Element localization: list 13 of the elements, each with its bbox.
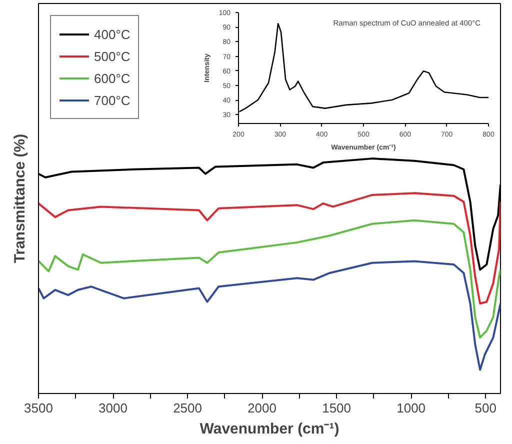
legend-label: 400°C [94, 26, 130, 42]
legend-label: 600°C [94, 70, 130, 86]
x-tick-label: 3500 [24, 400, 53, 416]
x-tick-label: 3000 [98, 400, 128, 416]
x-tick-label: 1000 [396, 400, 426, 416]
legend-label: 500°C [94, 48, 130, 64]
x-tick-label: 500 [474, 400, 496, 416]
x-axis-title: Wavenumber (cm⁻¹) [200, 420, 340, 438]
x-tick-label: 2000 [248, 400, 277, 416]
x-tick-label: 1500 [322, 400, 352, 416]
legend-label: 700°C [94, 92, 130, 108]
y-axis-title: Transmittance (%) [12, 134, 28, 264]
x-tick-label: 2500 [173, 400, 202, 416]
